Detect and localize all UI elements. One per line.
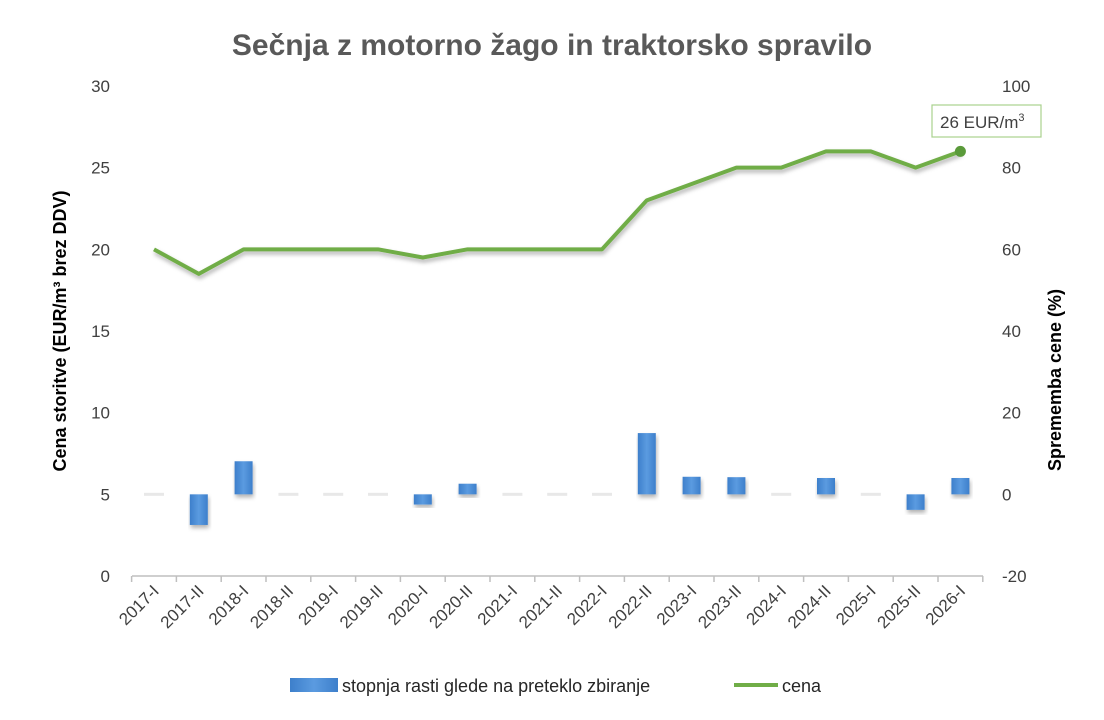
legend-line-label: cena: [782, 676, 822, 696]
bar: [817, 478, 835, 495]
zero-markers: [144, 492, 881, 496]
x-tick-label: 2020-I: [384, 581, 432, 629]
left-tick-label: 5: [101, 485, 110, 504]
bar: [682, 476, 701, 495]
zero-bar-marker: [278, 492, 299, 496]
left-tick-label: 15: [91, 322, 110, 341]
data-label-box: [931, 104, 1042, 138]
left-tick-label: 30: [91, 77, 110, 96]
x-tick-label: 2023-I: [653, 581, 701, 629]
left-tick-label: 25: [91, 159, 110, 178]
right-tick-label: 20: [1002, 404, 1021, 423]
chart-title: Sečnja z motorno žago in traktorsko spra…: [232, 29, 872, 62]
zero-bar-marker: [547, 492, 568, 496]
right-tick-label: 100: [1002, 77, 1030, 96]
right-tick-label: 0: [1002, 485, 1011, 504]
zero-bar-marker: [144, 492, 164, 496]
x-tick-label: 2025-II: [874, 581, 925, 632]
zero-bar-marker: [368, 492, 388, 496]
x-tick-label: 2021-II: [515, 581, 566, 632]
legend-bar-swatch: [290, 678, 338, 692]
bar: [234, 461, 253, 495]
x-tick-label: 2018-I: [205, 581, 253, 629]
bar-series: [189, 433, 970, 525]
x-tick-label: 2021-I: [474, 581, 522, 629]
line-series: [153, 145, 966, 276]
bar: [189, 494, 208, 525]
x-tick-label: 2019-I: [295, 581, 343, 629]
bar: [413, 494, 432, 505]
bar: [727, 477, 746, 495]
x-tick-label: 2024-I: [743, 581, 791, 629]
x-tick-label: 2018-II: [246, 581, 297, 632]
bar: [637, 433, 656, 495]
right-tick-label: 40: [1002, 322, 1021, 341]
legend: stopnja rasti glede na preteklo zbiranje…: [290, 676, 822, 696]
zero-bar-marker: [502, 492, 523, 496]
right-axis-title: Sprememba cene (%): [1045, 289, 1065, 471]
x-tick-label: 2025-I: [832, 581, 880, 629]
left-tick-label: 20: [91, 240, 110, 259]
zero-bar-marker: [860, 492, 881, 496]
bar: [951, 478, 970, 495]
x-tick-label: 2022-II: [605, 581, 656, 632]
last-point-marker: [954, 145, 966, 157]
left-axis-title: Cena storitve (EUR/m³ brez DDV): [50, 190, 70, 471]
x-tick-label: 2019-II: [336, 581, 387, 632]
x-tick-label: 2024-II: [784, 581, 835, 632]
x-tick-label: 2020-II: [426, 581, 477, 632]
left-tick-label: 10: [91, 404, 110, 423]
x-tick-label: 2023-II: [694, 581, 745, 632]
bar: [906, 494, 925, 510]
x-tick-label: 2017-I: [115, 581, 163, 629]
left-axis-ticks: 0 5 10 15 20 25 30: [91, 77, 110, 586]
right-tick-label: 80: [1002, 159, 1021, 178]
zero-bar-marker: [323, 492, 344, 496]
data-label-text: 26 EUR/m3: [940, 112, 1025, 132]
right-tick-label: -20: [1002, 567, 1027, 586]
data-label: 26 EUR/m3: [931, 104, 1042, 138]
x-tick-label: 2017-II: [157, 581, 208, 632]
legend-bar-label: stopnja rasti glede na preteklo zbiranje: [342, 676, 650, 696]
right-axis-ticks: -20 0 20 40 60 80 100: [1002, 77, 1030, 586]
zero-bar-marker: [771, 492, 792, 496]
x-tick-label: 2022-I: [563, 581, 611, 629]
bar: [458, 483, 477, 495]
zero-bar-marker: [592, 492, 612, 496]
right-tick-label: 60: [1002, 240, 1021, 259]
x-tick-label: 2026-I: [922, 581, 970, 629]
x-axis: 2017-I2017-II2018-I2018-II2019-I2019-II2…: [115, 575, 984, 632]
price-line: [153, 149, 962, 276]
left-tick-label: 0: [101, 567, 110, 586]
